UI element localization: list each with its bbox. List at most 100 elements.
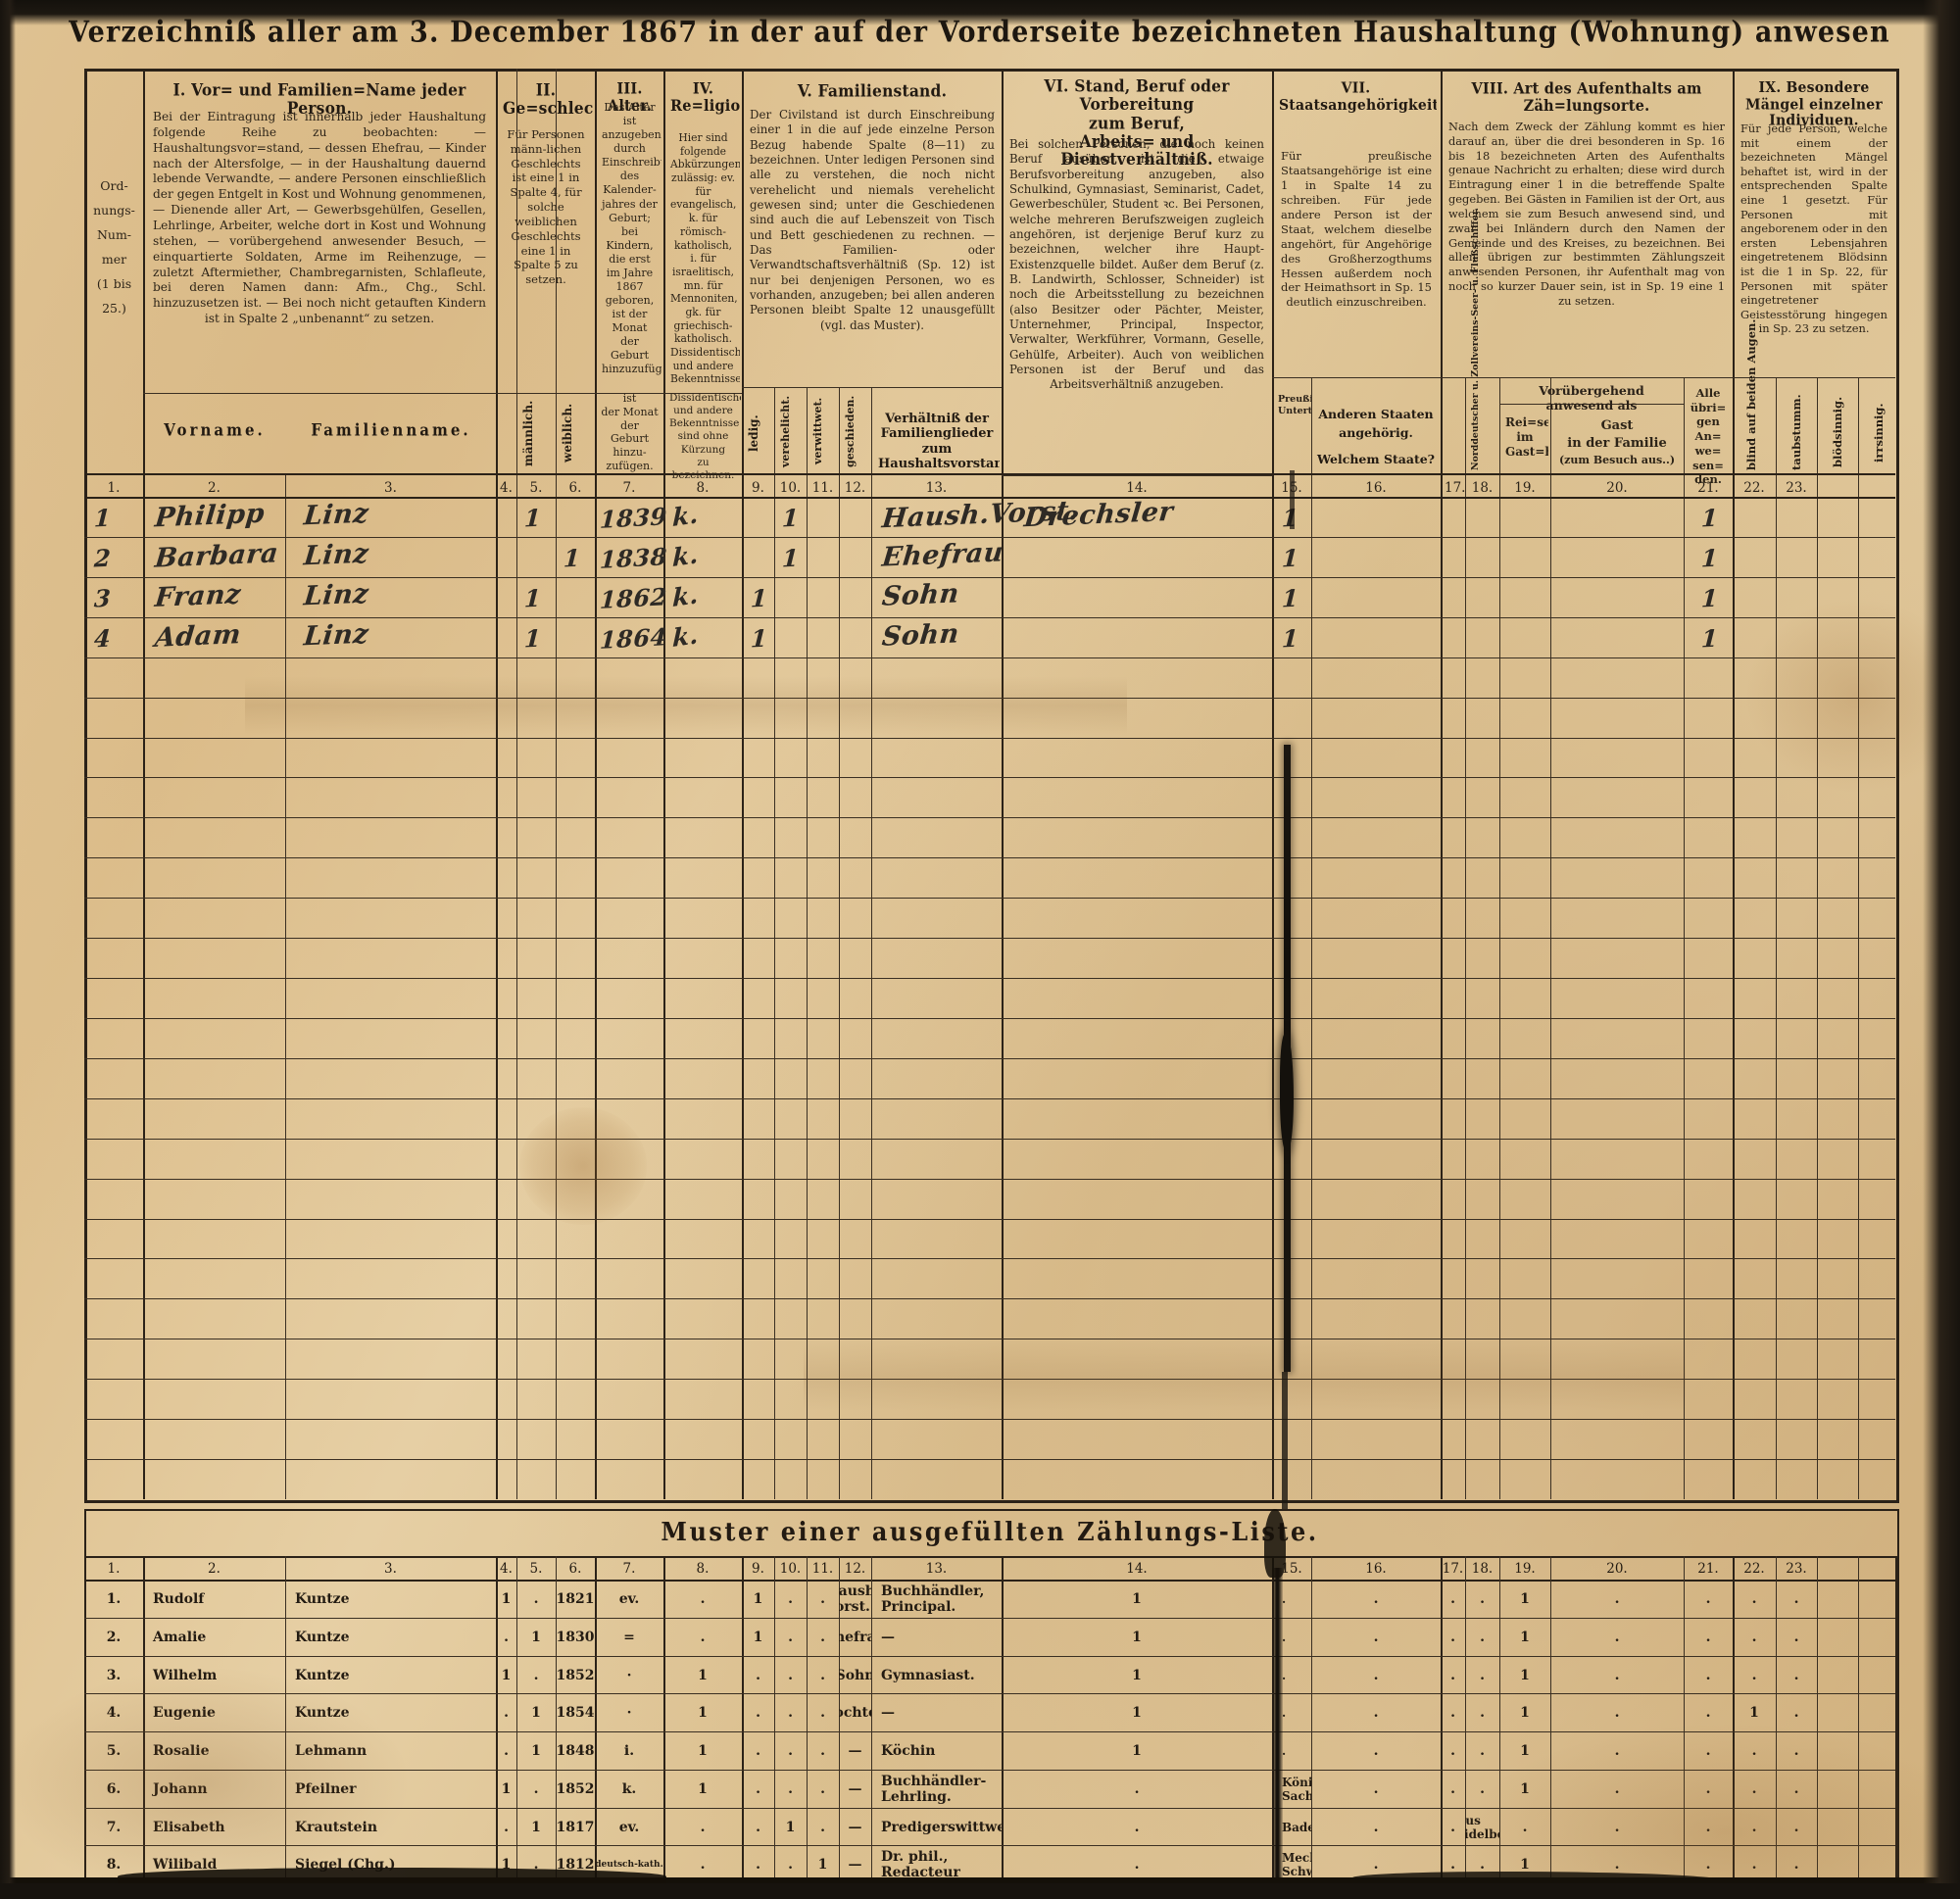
sample-cell: Dr. phil., Redacteur xyxy=(881,1848,960,1880)
sample-cell: . xyxy=(1480,1780,1485,1797)
grid-row-rule xyxy=(84,1139,1895,1140)
sample-cell: 4. xyxy=(106,1704,122,1721)
sample-column-number: 14. xyxy=(1126,1560,1148,1577)
sample-cell: 1 xyxy=(698,1704,708,1721)
sample-cell: 5. xyxy=(106,1742,122,1759)
sample-column-number: 12. xyxy=(844,1560,866,1577)
grid-row-rule xyxy=(84,617,1895,618)
rule-v xyxy=(496,1556,498,1883)
handwritten-value: 1839 xyxy=(599,502,668,534)
sample-cell: . xyxy=(504,1819,509,1835)
sample-cell: · xyxy=(626,1704,632,1721)
rule-v xyxy=(1684,1556,1685,1883)
sub-alter-note: ist der Monat der Geburt hinzu-zufügen. xyxy=(601,392,659,472)
rule-v xyxy=(742,69,744,1499)
sample-cell: . xyxy=(820,1590,825,1607)
column-number: 6. xyxy=(568,480,582,496)
grid-row-rule xyxy=(84,657,1895,658)
rule-h xyxy=(84,1556,1895,1558)
col1-roman-heading: I. Vor= und Familien=Name jeder Person. xyxy=(172,79,466,119)
sample-cell: . xyxy=(1751,1742,1757,1759)
sample-cell: . xyxy=(1450,1629,1455,1645)
sample-cell: . xyxy=(1614,1629,1620,1645)
grid-row-rule xyxy=(84,1419,1895,1420)
sample-cell: 1 xyxy=(501,1667,512,1683)
sample-cell: Tochter xyxy=(839,1704,871,1721)
col8-band-label: Vorübergehend anwesend als xyxy=(1539,383,1644,413)
sample-cell: Köchin xyxy=(881,1742,936,1759)
sample-cell: . xyxy=(504,1629,509,1645)
sample-cell: . xyxy=(1282,1743,1287,1758)
rule-v xyxy=(516,69,517,1499)
col5-roman-heading: V. Familienstand. xyxy=(797,80,948,101)
sample-cell: 8. xyxy=(106,1856,122,1873)
main-table-frame xyxy=(84,69,1899,1503)
sample-column-number: 8. xyxy=(696,1560,710,1577)
rule-v xyxy=(807,1556,808,1883)
sample-cell: . xyxy=(788,1856,793,1873)
sample-cell: . xyxy=(1373,1819,1379,1835)
sample-cell: . xyxy=(756,1819,760,1835)
handwritten-value: 1 xyxy=(1700,543,1719,573)
sample-cell: . xyxy=(820,1819,825,1835)
sample-column-number: 19. xyxy=(1514,1560,1536,1577)
sample-cell: . xyxy=(1480,1667,1485,1683)
column-number: 8. xyxy=(696,480,710,496)
sample-cell: . xyxy=(1480,1856,1485,1873)
sample-column-number: 22. xyxy=(1743,1560,1765,1577)
sample-cell: Königreich Sachsen xyxy=(1282,1775,1311,1803)
sample-cell: — xyxy=(848,1742,862,1759)
sub-weiblich-label: weiblich. xyxy=(561,403,574,463)
grid-row-rule xyxy=(84,898,1895,899)
sample-cell: — xyxy=(848,1780,862,1797)
sample-cell: . xyxy=(533,1856,539,1873)
sample-cell: . xyxy=(1480,1742,1485,1759)
rule-v xyxy=(556,1556,557,1883)
rule-v xyxy=(774,387,775,1499)
sample-cell: 1 xyxy=(531,1742,541,1759)
sample-cell: 1854 xyxy=(556,1704,595,1721)
grid-row-rule xyxy=(84,1379,1895,1380)
sample-cell: . xyxy=(1614,1856,1620,1873)
sub-verehelicht-label: verehelicht. xyxy=(779,395,792,467)
rule-v xyxy=(516,1556,517,1883)
rule-v xyxy=(556,69,557,1499)
column-number: 3. xyxy=(384,480,397,496)
rule-v xyxy=(663,1556,665,1883)
sample-cell: . xyxy=(1450,1856,1455,1873)
column-number: 16. xyxy=(1365,480,1387,496)
handwritten-value: Linz xyxy=(302,538,370,572)
col9-instructions: Für jede Person, welche mit einem der be… xyxy=(1740,122,1887,336)
col9-roman-heading: IX. Besondere Mängel einzelner Individue… xyxy=(1745,79,1883,130)
sample-cell: 1 xyxy=(501,1780,512,1797)
sample-cell: . xyxy=(820,1704,825,1721)
sample-row-rule xyxy=(84,1618,1895,1619)
sub-bloedsinnig-label: blödsinnig. xyxy=(1831,396,1844,468)
handwritten-value: 1 xyxy=(1281,543,1299,573)
grid-row-rule xyxy=(84,1179,1895,1180)
sample-cell: . xyxy=(1450,1704,1455,1721)
sample-cell: . xyxy=(1793,1667,1799,1683)
sample-cell: Wilibald xyxy=(153,1856,218,1873)
rule-v xyxy=(1465,1556,1466,1883)
sample-cell: . xyxy=(756,1780,760,1797)
rule-h xyxy=(742,387,1002,388)
grid-row-rule xyxy=(84,1098,1895,1099)
sample-cell: . xyxy=(700,1629,706,1645)
handwritten-value: 1 xyxy=(781,503,800,533)
column-number: 19. xyxy=(1514,480,1536,496)
sample-column-number: 5. xyxy=(529,1560,543,1577)
rule-h xyxy=(143,393,742,394)
sample-row-rule xyxy=(84,1693,1895,1694)
sample-column-number: 13. xyxy=(925,1560,948,1577)
sample-cell: Rudolf xyxy=(153,1590,205,1607)
sample-cell: . xyxy=(1134,1856,1140,1873)
sample-cell: . xyxy=(1793,1742,1799,1759)
rule-v xyxy=(1895,1556,1897,1883)
col5-instructions: Der Civilstand ist durch Einschreibung e… xyxy=(750,108,995,332)
rule-v xyxy=(1002,69,1004,1499)
sample-cell: . xyxy=(1373,1742,1379,1759)
sample-cell: . xyxy=(1282,1591,1287,1606)
sub-norddeutsch-label: Norddeutscher u. Zollvereins-Seer- u. Fl… xyxy=(1470,207,1481,470)
sample-cell: deutsch-kath. xyxy=(595,1859,663,1870)
